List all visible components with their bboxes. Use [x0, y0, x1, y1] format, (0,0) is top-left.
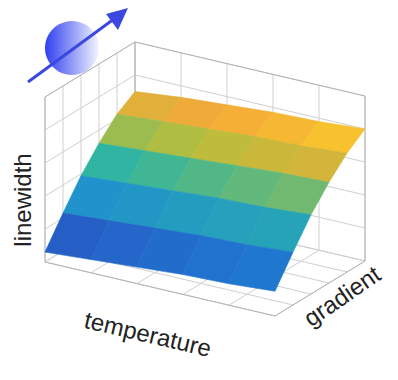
svg-text:temperature: temperature — [82, 306, 214, 362]
svg-text:linewidth: linewidth — [9, 153, 36, 246]
svg-text:gradient: gradient — [298, 260, 386, 332]
